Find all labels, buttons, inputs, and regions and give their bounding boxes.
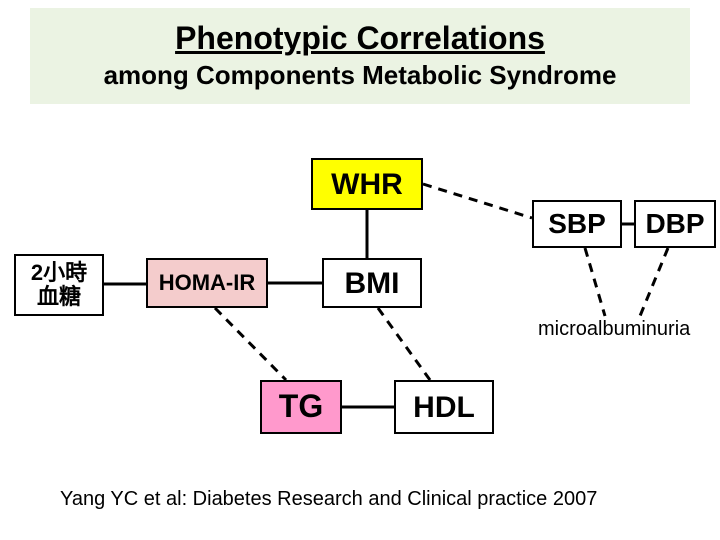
node-microalbuminuria: microalbuminuria — [538, 318, 690, 341]
node-dbp: DBP — [634, 200, 716, 248]
slide: Phenotypic Correlations among Components… — [0, 0, 720, 540]
title-line1: Phenotypic Correlations — [30, 20, 690, 57]
node-two-hr: 2小時血糖 — [14, 254, 104, 316]
node-homa-ir: HOMA-IR — [146, 258, 268, 308]
node-sbp: SBP — [532, 200, 622, 248]
title-box: Phenotypic Correlations among Components… — [30, 8, 690, 104]
node-whr: WHR — [311, 158, 423, 210]
node-hdl: HDL — [394, 380, 494, 434]
node-bmi: BMI — [322, 258, 422, 308]
citation: Yang YC et al: Diabetes Research and Cli… — [60, 488, 597, 511]
title-line2: among Components Metabolic Syndrome — [30, 59, 690, 92]
node-tg: TG — [260, 380, 342, 434]
